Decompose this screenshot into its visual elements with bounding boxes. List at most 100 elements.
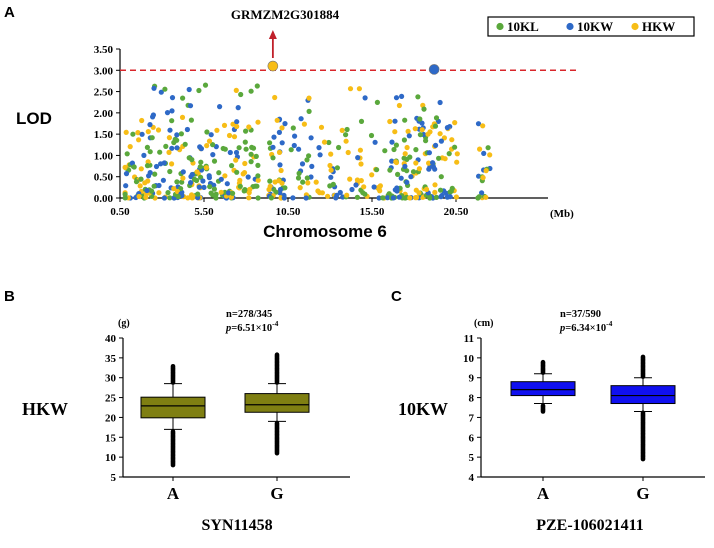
scatter-point: [361, 184, 367, 190]
y-tick-label: 30: [105, 373, 117, 385]
scatter-point: [180, 169, 186, 175]
scatter-point: [139, 117, 145, 124]
scatter-point: [243, 128, 249, 134]
scatter-point: [144, 163, 151, 169]
scatter-point: [164, 110, 171, 116]
x-tick-label: 0.50: [110, 206, 130, 218]
scatter-point: [392, 187, 398, 193]
scatter-point: [406, 133, 412, 139]
scatter-point: [218, 189, 224, 195]
scatter-point: [211, 158, 218, 164]
scatter-point: [277, 162, 283, 168]
scatter-point: [241, 188, 247, 194]
scatter-point: [344, 126, 350, 133]
scatter-point: [238, 91, 244, 98]
scatter-point: [278, 167, 284, 174]
scatter-point: [357, 147, 363, 153]
scatter-point: [200, 178, 206, 184]
scatter-point: [453, 194, 459, 200]
scatter-point: [180, 95, 186, 101]
outlier-point: [640, 354, 646, 360]
scatter-point: [389, 158, 395, 164]
scatter-point: [214, 127, 220, 133]
scatter-point: [147, 149, 153, 155]
peak-point: [267, 60, 279, 72]
scatter-point: [407, 154, 413, 160]
y-tick-label: 0.50: [94, 172, 114, 184]
scatter-point: [198, 159, 204, 165]
scatter-point: [317, 152, 323, 158]
scatter-point: [182, 141, 188, 147]
scatter-point: [396, 194, 402, 200]
scatter-point: [432, 166, 438, 172]
scatter-point: [339, 127, 345, 133]
scatter-point: [368, 132, 375, 139]
scatter-point: [432, 182, 438, 188]
scatter-point: [165, 190, 171, 196]
scatter-point: [328, 151, 334, 157]
scatter-point: [438, 138, 444, 144]
y-axis-title: 10KW: [398, 399, 448, 419]
scatter-point: [184, 126, 190, 133]
scatter-point: [376, 195, 382, 201]
box: [510, 381, 576, 397]
scatter-point: [180, 175, 186, 181]
scatter-point: [123, 129, 129, 135]
scatter-point: [333, 195, 339, 201]
scatter-point: [347, 176, 353, 182]
y-tick-label: 25: [105, 393, 117, 405]
scatter-point: [242, 160, 248, 167]
scatter-point: [442, 156, 448, 162]
category-label: A: [537, 484, 550, 503]
scatter-point: [298, 116, 304, 122]
scatter-point: [144, 187, 150, 194]
x-axis-title: SYN11458: [201, 517, 272, 534]
scatter-point: [290, 125, 296, 131]
scatter-point: [412, 126, 418, 132]
scatter-point: [343, 132, 349, 138]
scatter-point: [253, 153, 259, 159]
scatter-point: [255, 173, 261, 179]
scatter-point: [437, 99, 443, 106]
scatter-point: [204, 143, 210, 149]
y-tick-label: 11: [464, 333, 474, 345]
box-plots: [140, 352, 310, 468]
scatter-point: [334, 165, 340, 171]
p-label-value: =6.51×10: [231, 323, 272, 334]
legend-box: [487, 16, 695, 37]
scatter-point: [401, 137, 407, 143]
scatter-point: [130, 131, 136, 137]
scatter-point: [255, 119, 261, 125]
box-plots: [510, 354, 676, 462]
y-tick-label: 7: [469, 412, 475, 424]
scatter-point: [277, 186, 284, 193]
scatter-point: [210, 142, 216, 148]
scatter-point: [273, 189, 279, 195]
scatter-point: [237, 183, 243, 189]
scatter-point: [436, 155, 442, 161]
scatter-point: [225, 190, 232, 196]
scatter-point: [271, 134, 277, 140]
legend-marker: [631, 22, 639, 31]
legend-marker: [496, 22, 504, 31]
y-tick-label: 9: [469, 373, 475, 385]
scatter-point: [389, 139, 395, 145]
scatter-point: [222, 146, 228, 152]
scatter-point: [487, 152, 493, 158]
scatter-point: [235, 105, 241, 111]
scatter-point: [413, 195, 419, 201]
scatter-point: [203, 165, 209, 171]
scatter-point: [303, 195, 309, 201]
scatter-point: [358, 161, 364, 167]
scatter-point: [390, 195, 396, 201]
y-tick-label: 2.00: [94, 108, 114, 120]
scatter-point: [384, 195, 391, 201]
scatter-point: [305, 180, 311, 186]
scatter-point: [481, 150, 487, 156]
scatter-point: [186, 155, 192, 161]
scatter-point: [248, 159, 254, 165]
scatter-point: [136, 137, 142, 143]
scatter-point: [387, 118, 393, 125]
scatter-point: [169, 108, 175, 114]
scatter-point: [175, 193, 181, 200]
